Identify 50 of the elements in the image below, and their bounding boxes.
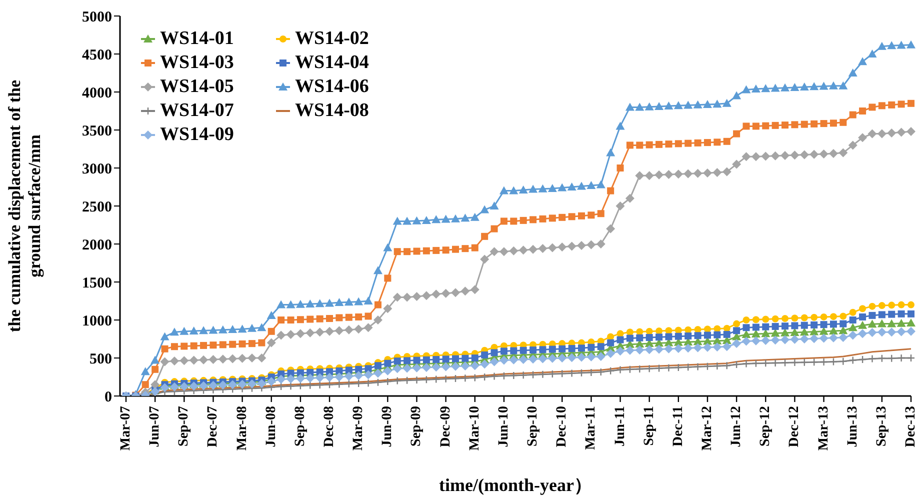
y-tick-label: 4500	[82, 47, 112, 64]
x-tick-label: Mar-12	[700, 406, 715, 451]
legend-label: WS14-02	[295, 28, 369, 50]
y-tick-label: 5000	[82, 9, 112, 26]
x-tick-label: Jun-11	[612, 406, 628, 446]
x-tick-label: Sep-08	[292, 406, 308, 446]
y-tick-label: 1000	[82, 313, 112, 330]
y-tick-label: 2500	[82, 199, 112, 216]
legend-label: WS14-06	[295, 76, 369, 98]
x-tick-label: Sep-09	[409, 406, 424, 446]
x-tick-label: Sep-10	[526, 406, 541, 446]
x-tick-label: Dec-11	[670, 406, 686, 446]
x-tick-label: Jun-12	[729, 406, 744, 448]
x-tick-label: Jun-09	[380, 406, 396, 448]
x-tick-label: Dec-07	[206, 406, 221, 448]
legend-label: WS14-01	[160, 28, 234, 50]
y-tick-label: 3000	[82, 161, 112, 178]
legend-label: WS14-09	[160, 124, 234, 146]
x-tick-label: Sep-11	[642, 406, 657, 446]
x-tick-label: Sep-07	[176, 406, 192, 446]
y-axis-title: the cumulative displacement of the ground surface/mm	[5, 79, 44, 332]
x-tick-label: Dec-12	[787, 406, 802, 448]
x-tick-label: Mar-09	[351, 406, 366, 451]
y-tick-label: 0	[104, 389, 112, 406]
x-axis-title: time/(month-year）	[439, 475, 592, 495]
y-tick-label: 4000	[82, 85, 112, 102]
x-tick-label: Mar-13	[816, 406, 832, 451]
x-tick-label: Dec-09	[438, 406, 454, 448]
y-tick-label: 2000	[82, 237, 112, 254]
x-tick-label: Dec-08	[322, 406, 338, 448]
legend-label: WS14-03	[160, 52, 234, 74]
x-tick-label: Jun-10	[496, 406, 512, 448]
legend-label: WS14-04	[295, 52, 369, 74]
x-tick-label: Jun-07	[148, 406, 163, 448]
y-tick-label: 3500	[82, 123, 112, 140]
x-tick-label: Sep-13	[874, 406, 890, 446]
y-tick-label: 1500	[82, 275, 112, 292]
x-tick-label: Jun-08	[264, 406, 279, 448]
x-tick-label: Mar-07	[118, 406, 134, 451]
x-tick-label: Dec-13	[904, 406, 917, 448]
y-tick-label: 500	[90, 351, 112, 368]
x-tick-label: Jun-13	[845, 406, 860, 448]
legend-label: WS14-05	[160, 76, 234, 98]
x-tick-label: Sep-12	[758, 406, 774, 446]
legend-label: WS14-07	[160, 100, 234, 122]
x-tick-label: Mar-11	[584, 406, 599, 450]
legend-label: WS14-08	[295, 100, 369, 122]
x-tick-label: Mar-08	[234, 406, 250, 451]
x-tick-label: Mar-10	[467, 406, 482, 451]
x-tick-label: Dec-10	[554, 406, 570, 448]
